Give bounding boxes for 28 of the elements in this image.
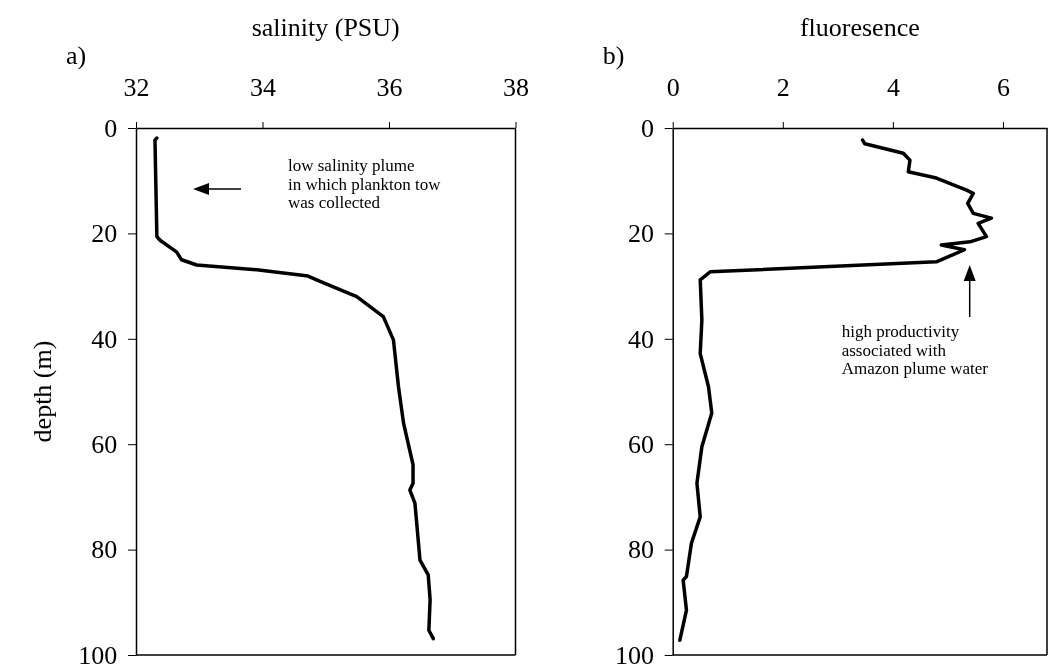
y-tick-label: 40 <box>627 324 654 354</box>
y-tick-label: 80 <box>91 535 118 565</box>
annotation: high productivity associated with Amazon plume water <box>841 322 989 379</box>
y-tick-label: 100 <box>78 640 118 670</box>
chart-title: fluoresence <box>799 13 920 42</box>
x-tick-label: 4 <box>886 72 900 102</box>
x-tick-label: 2 <box>776 72 790 102</box>
x-tick-label: 38 <box>503 72 529 102</box>
y-tick-label: 60 <box>627 430 654 460</box>
y-tick-label: 0 <box>104 113 118 143</box>
annotation: low salinity plume in which plankton tow was collected <box>288 156 442 213</box>
y-tick-label: 0 <box>640 113 654 143</box>
y-axis-title: depth (m) <box>28 340 57 443</box>
y-tick-label: 20 <box>91 219 118 249</box>
x-tick-label: 0 <box>666 72 680 102</box>
line-series <box>678 138 994 642</box>
y-tick-label: 80 <box>627 535 654 565</box>
text: b) <box>602 41 625 70</box>
chart-title: salinity (PSU) <box>251 13 400 42</box>
y-tick-label: 100 <box>614 640 654 670</box>
x-tick-label: 36 <box>376 72 403 102</box>
y-tick-label: 20 <box>627 219 654 249</box>
x-tick-label: 6 <box>996 72 1010 102</box>
text: a) <box>66 41 87 70</box>
y-tick-label: 60 <box>91 430 118 460</box>
x-tick-label: 32 <box>123 72 150 102</box>
y-tick-label: 40 <box>91 324 118 354</box>
x-tick-label: 34 <box>250 72 276 102</box>
